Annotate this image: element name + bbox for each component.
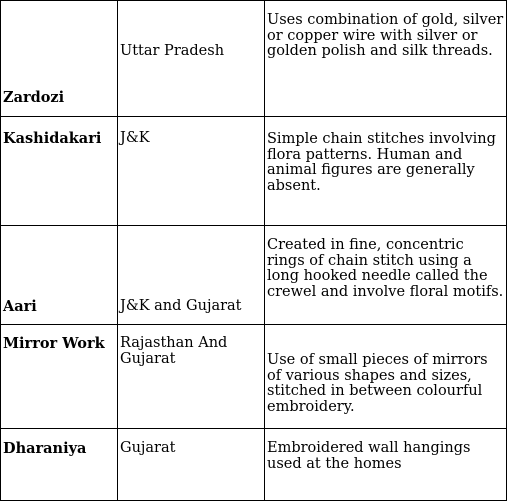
embroidery-name-cell: Dharaniya: [0, 428, 118, 501]
table-row: Zardozi Uttar Pradesh Uses combination o…: [0, 0, 507, 117]
embroidery-name-cell: Kashidakari: [0, 116, 118, 226]
state-cell: Gujarat: [117, 428, 265, 501]
state-cell: Rajasthan And Gujarat: [117, 324, 265, 429]
embroidery-name-cell: Zardozi: [0, 0, 118, 117]
state-cell: J&K and Gujarat: [117, 225, 265, 325]
state-cell: Uttar Pradesh: [117, 0, 265, 117]
description-cell: Uses combination of gold, silver or copp…: [264, 0, 507, 117]
table-row: Aari J&K and Gujarat Created in fine, co…: [0, 225, 507, 325]
description-cell: Created in fine, concentric rings of cha…: [264, 225, 507, 325]
description-cell: Embroidered wall hangings used at the ho…: [264, 428, 507, 501]
embroidery-name-cell: Aari: [0, 225, 118, 325]
table-row: Mirror Work Rajasthan And Gujarat Use of…: [0, 324, 507, 429]
table-row: Kashidakari J&K Simple chain stitches in…: [0, 116, 507, 226]
description-cell: Use of small pieces of mirrors of variou…: [264, 324, 507, 429]
description-cell: Simple chain stitches involving flora pa…: [264, 116, 507, 226]
embroidery-name-cell: Mirror Work: [0, 324, 118, 429]
state-cell: J&K: [117, 116, 265, 226]
table-row: Dharaniya Gujarat Embroidered wall hangi…: [0, 428, 507, 501]
